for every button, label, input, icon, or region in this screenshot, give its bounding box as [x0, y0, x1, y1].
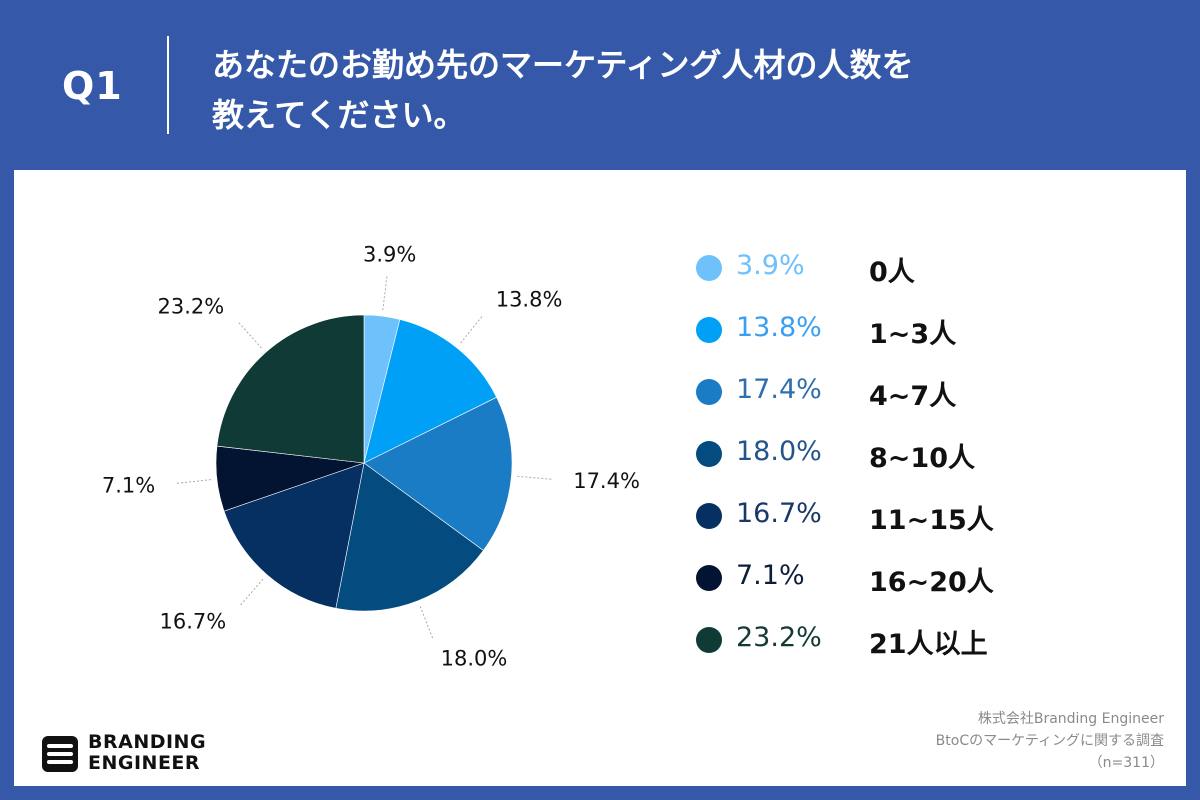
pie-data-label-4: 16.7% [160, 609, 227, 633]
legend-category: 4~7人 [869, 381, 957, 412]
source-sample-size: （n=311） [1088, 755, 1164, 771]
chart-legend: 3.9% 0人 13.8% 1~3人 17.4% 4~7人 18.0% 8~10人 16.7% 1… [694, 240, 1174, 674]
leader-line-6 [238, 322, 262, 349]
question-header: Q1 あなたのお勤め先のマーケティング人材の人数を 教えてください。 [0, 0, 1200, 168]
legend-dot-icon [696, 565, 722, 591]
pie-data-label-2: 17.4% [573, 469, 640, 493]
legend-category: 0人 [869, 257, 915, 288]
pie-data-label-1: 13.8% [496, 287, 563, 311]
legend-percentage: 23.2% [736, 622, 822, 653]
legend-percentage: 7.1% [736, 560, 805, 591]
legend-dot-icon [696, 441, 722, 467]
leader-line-3 [419, 606, 434, 639]
leader-line-5 [177, 479, 211, 484]
logo-text-line-1: BRANDING [88, 731, 207, 753]
legend-dot-icon [696, 379, 722, 405]
pie-data-label-3: 18.0% [441, 647, 508, 671]
chart-panel: 3.9% 13.8% 17.4% 18.0% 16.7% 7.1% 23.2% 3.9% 0人… [14, 170, 1186, 786]
pie-chart: 3.9% 13.8% 17.4% 18.0% 16.7% 7.1% 23.2% [102, 243, 640, 671]
legend-dot-icon [696, 317, 722, 343]
legend-item-5: 7.1% 16~20人 [694, 550, 1174, 612]
legend-percentage: 17.4% [736, 374, 822, 405]
leader-line-4 [240, 578, 264, 606]
legend-category: 16~20人 [869, 567, 994, 598]
pie-data-label-5: 7.1% [102, 474, 155, 498]
pie-slice-2 [363, 396, 513, 551]
legend-item-0: 3.9% 0人 [694, 240, 1174, 302]
legend-item-3: 18.0% 8~10人 [694, 426, 1174, 488]
legend-dot-icon [696, 627, 722, 653]
legend-category: 1~3人 [869, 319, 957, 350]
logo-text-line-2: ENGINEER [88, 752, 201, 774]
question-title-line-2: 教えてください。 [212, 96, 466, 134]
source-company: 株式会社Branding Engineer [977, 711, 1164, 727]
legend-category: 21人以上 [869, 629, 988, 660]
legend-dot-icon [696, 503, 722, 529]
legend-item-2: 17.4% 4~7人 [694, 364, 1174, 426]
legend-item-1: 13.8% 1~3人 [694, 302, 1174, 364]
legend-percentage: 3.9% [736, 250, 805, 281]
question-number: Q1 [62, 64, 123, 108]
legend-percentage: 16.7% [736, 498, 822, 529]
question-title-line-1: あなたのお勤め先のマーケティング人材の人数を [212, 46, 914, 84]
pie-data-label-0: 3.9% [363, 243, 416, 267]
legend-category: 11~15人 [869, 505, 994, 536]
leader-line-2 [517, 475, 552, 480]
legend-percentage: 13.8% [736, 312, 822, 343]
source-note: 株式会社Branding Engineer BtoCのマーケティングに関する調査… [936, 708, 1164, 774]
leader-line-0 [382, 276, 388, 311]
legend-item-6: 23.2% 21人以上 [694, 612, 1174, 674]
leader-line-1 [460, 316, 483, 344]
logo-text: BRANDING ENGINEER [88, 732, 206, 774]
pie-data-label-6: 23.2% [158, 294, 225, 318]
pie-slice-6 [216, 314, 365, 464]
pie-slice-3 [335, 462, 484, 612]
legend-category: 8~10人 [869, 443, 975, 474]
legend-dot-icon [696, 255, 722, 281]
legend-percentage: 18.0% [736, 436, 822, 467]
source-survey: BtoCのマーケティングに関する調査 [935, 733, 1164, 749]
question-title: あなたのお勤め先のマーケティング人材の人数を 教えてください。 [212, 40, 1152, 140]
branding-engineer-logo: BRANDING ENGINEER [28, 730, 238, 774]
header-divider [167, 36, 169, 134]
legend-item-4: 16.7% 11~15人 [694, 488, 1174, 550]
logo-mark-icon [42, 736, 78, 772]
pie-slice-1 [363, 319, 498, 464]
